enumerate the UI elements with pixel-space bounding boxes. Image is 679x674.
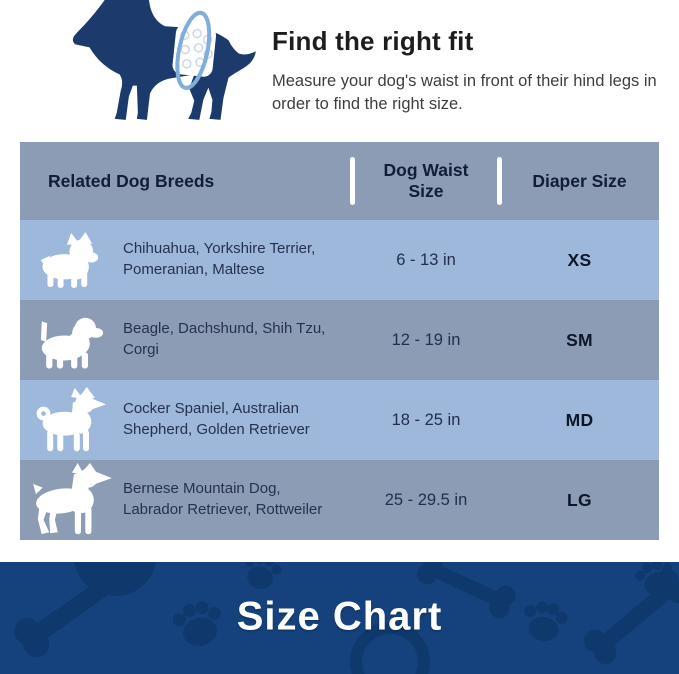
pet-pattern-background <box>14 562 679 674</box>
breeds-cell: Chihuahua, Yorkshire Terrier, Pomeranian… <box>123 240 316 278</box>
table-header-row: Related Dog Breeds Dog Waist Size Diaper… <box>20 142 659 220</box>
column-divider <box>497 157 502 205</box>
french-bulldog-silhouette-icon <box>40 232 98 288</box>
dog-diaper-illustration <box>56 0 256 137</box>
beagle-silhouette-icon <box>40 317 103 369</box>
medium-dog-icon <box>20 380 123 460</box>
page-subtitle: Measure your dog's waist in front of the… <box>272 72 657 114</box>
size-chart-banner: Size Chart <box>0 562 679 674</box>
table-row-lg: Bernese Mountain Dog, Labrador Retriever… <box>20 460 659 540</box>
small-dog-icon <box>20 220 123 300</box>
table-row-xs: Chihuahua, Yorkshire Terrier, Pomeranian… <box>20 220 659 300</box>
column-header-waist: Dog Waist Size <box>383 160 469 201</box>
breeds-cell: Beagle, Dachshund, Shih Tzu, Corgi <box>123 320 326 358</box>
column-divider <box>350 157 355 205</box>
large-dog-icon <box>20 460 123 540</box>
column-header-diaper-size: Diaper Size <box>532 170 627 191</box>
hero-text-block: Find the right fit Measure your dog's wa… <box>272 26 664 117</box>
banner-title: Size Chart <box>236 594 443 639</box>
waist-cell: 12 - 19 in <box>391 330 461 349</box>
waist-cell: 6 - 13 in <box>396 250 456 269</box>
dog-with-diaper-icon <box>72 0 256 120</box>
breeds-cell: Cocker Spaniel, Australian Shepherd, Gol… <box>123 400 310 438</box>
diaper-size-cell: XS <box>567 249 592 270</box>
table-row-md: Cocker Spaniel, Australian Shepherd, Gol… <box>20 380 659 460</box>
medium-small-dog-icon <box>20 300 123 380</box>
breeds-cell: Bernese Mountain Dog, Labrador Retriever… <box>123 480 323 518</box>
spaniel-silhouette-icon <box>36 386 106 452</box>
diaper-size-cell: LG <box>567 489 592 510</box>
diaper-size-cell: SM <box>566 329 593 350</box>
waist-cell: 18 - 25 in <box>391 410 461 429</box>
doberman-silhouette-icon <box>32 463 112 535</box>
waist-cell: 25 - 29.5 in <box>384 490 468 509</box>
size-chart-table: Related Dog Breeds Dog Waist Size Diaper… <box>20 142 659 540</box>
table-row-sm: Beagle, Dachshund, Shih Tzu, Corgi 12 - … <box>20 300 659 380</box>
page-title: Find the right fit <box>272 26 474 56</box>
diaper-size-cell: MD <box>565 409 594 430</box>
column-header-breeds: Related Dog Breeds <box>48 170 215 191</box>
